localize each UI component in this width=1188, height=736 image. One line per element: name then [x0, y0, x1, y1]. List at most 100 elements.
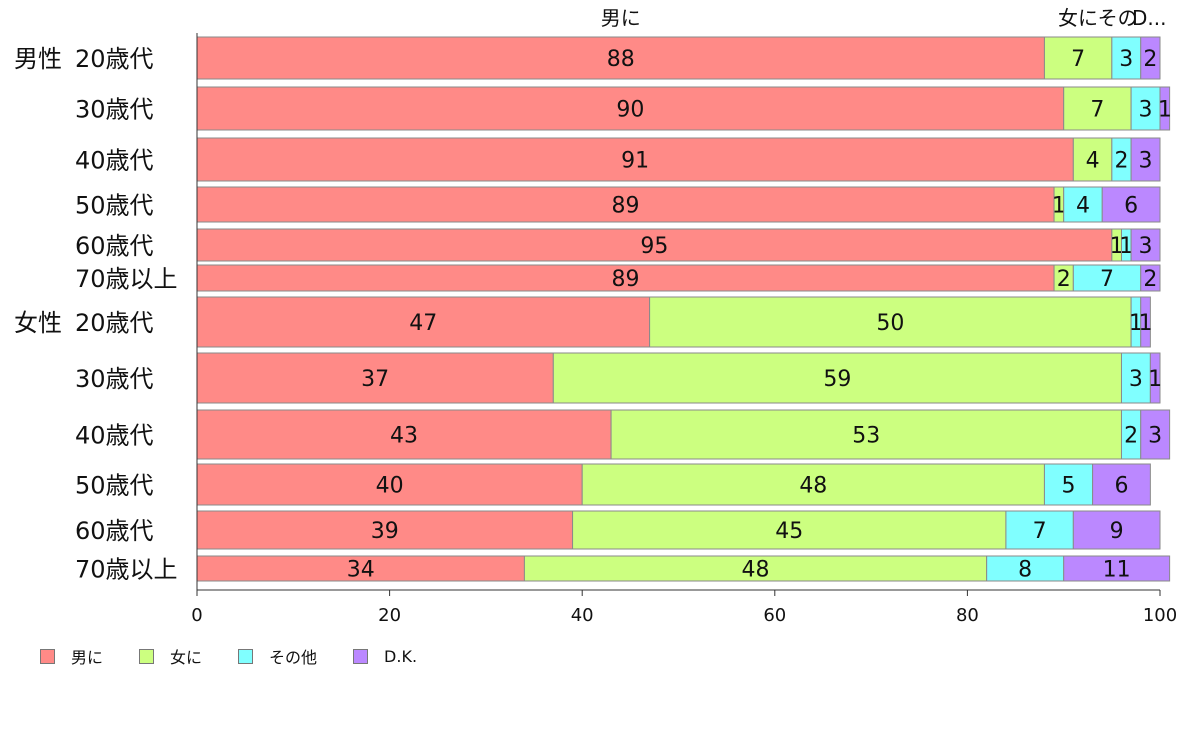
data-label-male-4-dk: 6 — [1124, 194, 1138, 219]
data-label-female-5-dk: 9 — [1110, 519, 1124, 544]
data-label-male-2-female-answer: 7 — [1090, 98, 1104, 123]
bar-female-2-other — [1120, 352, 1151, 404]
bar-male-4-dk — [1101, 186, 1161, 223]
x-tick-label-20: 20 — [378, 605, 401, 626]
bar-female-2-female-answer — [552, 352, 1122, 404]
data-label-male-4-male-answer: 89 — [612, 194, 640, 219]
bar-female-1-male-answer — [196, 296, 651, 348]
data-label-female-6-other: 8 — [1018, 558, 1032, 583]
category-label-male-6: 70歳以上 — [75, 265, 178, 293]
data-label-female-5-male-answer: 39 — [371, 519, 399, 544]
category-label-female-5: 60歳代 — [75, 517, 154, 545]
bar-female-4-female-answer — [581, 463, 1045, 506]
legend-item-male: 男に — [40, 644, 103, 668]
x-tick-label-100: 100 — [1143, 605, 1177, 626]
legend-swatch-dk — [353, 648, 369, 664]
bar-male-3-dk — [1130, 137, 1161, 182]
data-label-female-2-other: 3 — [1129, 367, 1143, 392]
bar-female-3-male-answer — [196, 409, 612, 460]
bar-female-6-female-answer — [523, 555, 988, 582]
bar-male-2-female-answer — [1063, 86, 1132, 131]
data-label-male-6-female-answer: 2 — [1057, 267, 1071, 292]
data-label-male-5-male-answer: 95 — [640, 234, 668, 259]
group-label-female: 女性 — [14, 309, 62, 337]
legend-swatch-female — [139, 648, 155, 664]
data-label-female-2-dk: 1 — [1148, 367, 1162, 392]
category-label-female-3: 40歳代 — [75, 422, 154, 450]
bar-female-2-male-answer — [196, 352, 554, 404]
x-tick-label-0: 0 — [191, 605, 202, 626]
bar-female-6-dk — [1063, 555, 1171, 582]
legend-item-dk: D.K. — [353, 647, 417, 666]
bar-female-3-dk — [1140, 409, 1171, 460]
bar-male-1-female-answer — [1043, 36, 1113, 80]
bar-male-1-male-answer — [196, 36, 1045, 80]
top-label-male: 男に — [601, 6, 641, 30]
legend-item-female: 女に — [139, 644, 202, 668]
category-label-male-4: 50歳代 — [75, 192, 154, 220]
data-label-female-4-other: 5 — [1062, 474, 1076, 499]
bar-male-6-dk — [1140, 264, 1161, 292]
bar-male-3-male-answer — [196, 137, 1074, 182]
data-label-female-3-other: 2 — [1124, 424, 1138, 449]
bar-female-5-other — [1005, 510, 1074, 550]
top-label-dk: D... — [1132, 6, 1166, 30]
category-label-male-3: 40歳代 — [75, 147, 154, 175]
bar-male-2-dk — [1159, 86, 1171, 131]
bar-male-2-male-answer — [196, 86, 1065, 131]
data-label-male-2-dk: 1 — [1158, 98, 1172, 123]
data-label-male-4-other: 4 — [1076, 194, 1090, 219]
bar-female-4-dk — [1092, 463, 1151, 506]
data-label-male-1-male-answer: 88 — [607, 47, 635, 72]
bar-male-4-other — [1063, 186, 1103, 223]
data-label-female-5-female-answer: 45 — [775, 519, 803, 544]
data-label-male-3-male-answer: 91 — [621, 149, 649, 174]
data-label-female-4-dk: 6 — [1114, 474, 1128, 499]
data-label-female-5-other: 7 — [1033, 519, 1047, 544]
x-tick-label-80: 80 — [956, 605, 979, 626]
data-label-female-4-male-answer: 40 — [376, 474, 404, 499]
bar-male-6-male-answer — [196, 264, 1055, 292]
category-label-female-4: 50歳代 — [75, 472, 154, 500]
data-label-female-3-dk: 3 — [1148, 424, 1162, 449]
bar-female-1-female-answer — [649, 296, 1132, 348]
data-label-male-3-other: 2 — [1114, 149, 1128, 174]
bar-male-5-male-answer — [196, 228, 1113, 262]
data-label-male-5-other: 1 — [1119, 234, 1133, 259]
bar-female-5-male-answer — [196, 510, 574, 550]
x-tick-label-60: 60 — [763, 605, 786, 626]
data-label-male-6-other: 7 — [1100, 267, 1114, 292]
x-tick-label-40: 40 — [571, 605, 594, 626]
bar-female-5-female-answer — [572, 510, 1007, 550]
category-label-male-2: 30歳代 — [75, 96, 154, 124]
legend-label-female: 女に — [170, 648, 203, 667]
category-label-female-6: 70歳以上 — [75, 556, 178, 584]
bar-male-2-other — [1130, 86, 1161, 131]
legend-label-male: 男に — [71, 648, 104, 667]
legend-swatch-male — [40, 648, 55, 664]
data-label-female-3-female-answer: 53 — [852, 424, 880, 449]
legend-label-other: その他 — [269, 648, 318, 667]
data-label-female-6-dk: 11 — [1103, 558, 1131, 583]
category-label-female-2: 30歳代 — [75, 365, 154, 393]
data-label-male-1-female-answer: 7 — [1071, 47, 1085, 72]
bar-female-1-dk — [1140, 296, 1151, 348]
data-label-male-2-other: 3 — [1139, 98, 1153, 123]
bar-male-5-dk — [1130, 228, 1161, 262]
bar-male-1-other — [1111, 36, 1142, 80]
data-label-female-1-female-answer: 50 — [876, 311, 904, 336]
top-label-female-other: 女にその — [1058, 6, 1138, 30]
bar-female-5-dk — [1072, 510, 1161, 550]
data-label-female-2-male-answer: 37 — [361, 367, 389, 392]
data-label-female-1-dk: 1 — [1139, 311, 1153, 336]
data-label-female-4-female-answer: 48 — [799, 474, 827, 499]
data-label-female-6-male-answer: 34 — [347, 558, 375, 583]
legend-label-dk: D.K. — [384, 646, 418, 666]
bar-male-3-female-answer — [1072, 137, 1113, 182]
data-label-male-1-dk: 2 — [1143, 47, 1157, 72]
bar-female-2-dk — [1149, 352, 1161, 404]
legend-swatch-other — [238, 648, 254, 664]
